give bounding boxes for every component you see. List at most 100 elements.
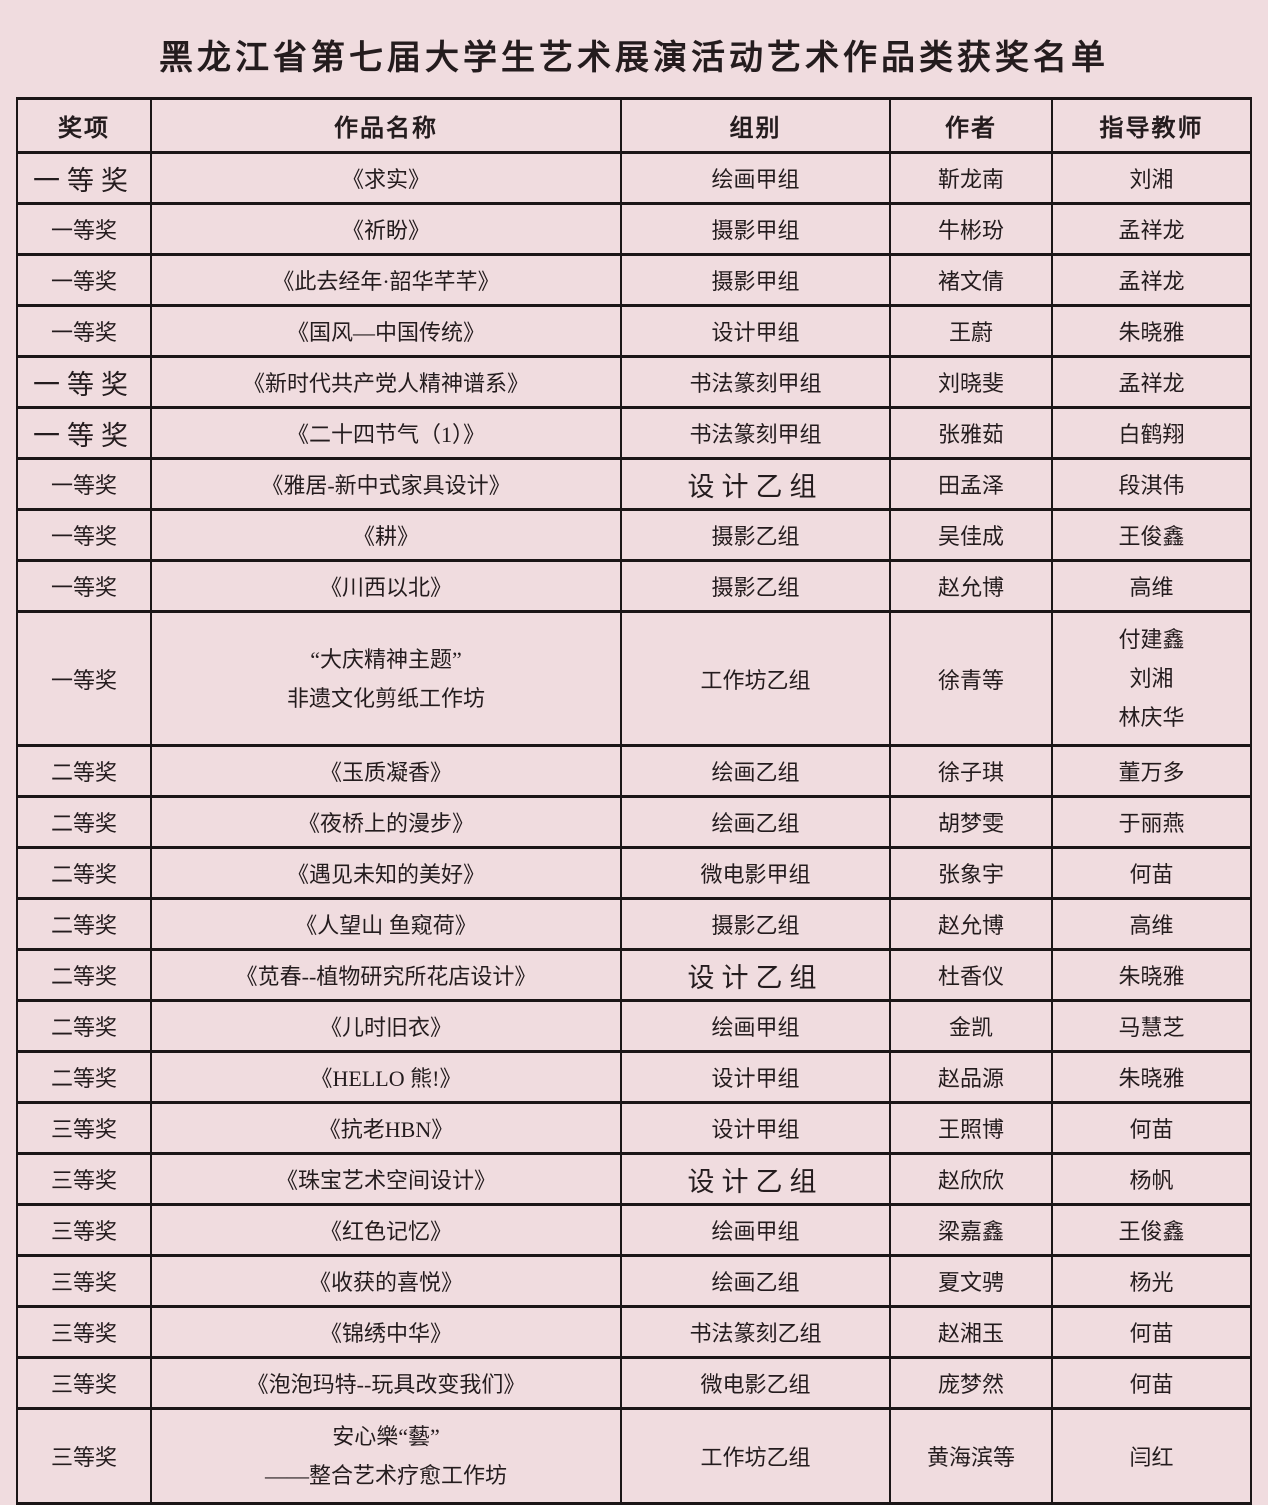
work-cell: 《红色记忆》 [150, 1203, 622, 1257]
table-row: 一等奖 《二十四节气（1）》 书法篆刻甲组 张雅茹 白鹤翔 [16, 406, 1252, 460]
award-table-body: 一等奖 《求实》 绘画甲组 靳龙南 刘湘 一等奖 《祈盼》 摄影甲组 牛彬玢 孟祥龙 一等奖 《此去经… [16, 151, 1252, 1505]
work-cell: 《雅居-新中式家具设计》 [150, 457, 622, 511]
award-cell: 一等奖 [16, 304, 152, 358]
column-header-3: 作者 [889, 97, 1053, 154]
award-cell: 二等奖 [16, 846, 152, 900]
column-header-0: 奖项 [16, 97, 152, 154]
teacher-cell: 马慧芝 [1051, 999, 1252, 1053]
award-cell: 一等奖 [16, 355, 152, 409]
column-header-4: 指导教师 [1051, 97, 1252, 154]
group-cell: 设计甲组 [620, 304, 891, 358]
table-row: 三等奖 《收获的喜悦》 绘画乙组 夏文骋 杨光 [16, 1254, 1252, 1308]
author-cell: 牛彬玢 [889, 202, 1053, 256]
author-cell: 刘晓斐 [889, 355, 1053, 409]
group-cell: 绘画甲组 [620, 151, 891, 205]
author-cell: 吴佳成 [889, 508, 1053, 562]
author-cell: 徐青等 [889, 610, 1053, 747]
work-cell: 《苋春--植物研究所花店设计》 [150, 948, 622, 1002]
group-cell: 摄影甲组 [620, 253, 891, 307]
award-table: 奖项 作品名称 组别 作者 指导教师 一等奖 《求实》 绘画甲组 靳龙南 刘湘 一等奖 《祈盼》 摄影… [16, 97, 1252, 1505]
work-cell: 《耕》 [150, 508, 622, 562]
work-cell: 《抗老HBN》 [150, 1101, 622, 1155]
work-cell: 《HELLO 熊!》 [150, 1050, 622, 1104]
author-cell: 庞梦然 [889, 1356, 1053, 1410]
group-cell: 设计乙组 [620, 1152, 891, 1206]
award-cell: 一等奖 [16, 406, 152, 460]
teacher-cell: 段淇伟 [1051, 457, 1252, 511]
teacher-cell: 王俊鑫 [1051, 508, 1252, 562]
author-cell: 赵欣欣 [889, 1152, 1053, 1206]
author-cell: 梁嘉鑫 [889, 1203, 1053, 1257]
group-cell: 微电影甲组 [620, 846, 891, 900]
work-cell: 安心樂“藝” ——整合艺术疗愈工作坊 [150, 1407, 622, 1505]
teacher-cell: 何苗 [1051, 846, 1252, 900]
teacher-cell: 白鹤翔 [1051, 406, 1252, 460]
author-cell: 张象宇 [889, 846, 1053, 900]
author-cell: 赵允博 [889, 559, 1053, 613]
group-cell: 摄影乙组 [620, 897, 891, 951]
group-cell: 设计甲组 [620, 1101, 891, 1155]
award-cell: 三等奖 [16, 1356, 152, 1410]
award-cell: 三等奖 [16, 1101, 152, 1155]
table-row: 二等奖 《儿时旧衣》 绘画甲组 金凯 马慧芝 [16, 999, 1252, 1053]
work-cell: 《遇见未知的美好》 [150, 846, 622, 900]
award-cell: 二等奖 [16, 744, 152, 798]
table-row: 一等奖 《耕》 摄影乙组 吴佳成 王俊鑫 [16, 508, 1252, 562]
group-cell: 工作坊乙组 [620, 610, 891, 747]
award-cell: 三等奖 [16, 1305, 152, 1359]
group-cell: 微电影乙组 [620, 1356, 891, 1410]
award-cell: 三等奖 [16, 1203, 152, 1257]
table-row: 三等奖 安心樂“藝” ——整合艺术疗愈工作坊 工作坊乙组 黄海滨等 闫红 [16, 1407, 1252, 1505]
teacher-cell: 付建鑫 刘湘 林庆华 [1051, 610, 1252, 747]
award-cell: 二等奖 [16, 897, 152, 951]
column-header-2: 组别 [620, 97, 891, 154]
table-row: 三等奖 《抗老HBN》 设计甲组 王照博 何苗 [16, 1101, 1252, 1155]
author-cell: 徐子琪 [889, 744, 1053, 798]
table-row: 一等奖 《国风—中国传统》 设计甲组 王蔚 朱晓雅 [16, 304, 1252, 358]
work-cell: 《锦绣中华》 [150, 1305, 622, 1359]
group-cell: 摄影甲组 [620, 202, 891, 256]
author-cell: 王蔚 [889, 304, 1053, 358]
group-cell: 书法篆刻甲组 [620, 355, 891, 409]
award-cell: 一等奖 [16, 457, 152, 511]
table-row: 一等奖 《此去经年·韶华芊芊》 摄影甲组 褚文倩 孟祥龙 [16, 253, 1252, 307]
header-row: 奖项 作品名称 组别 作者 指导教师 [16, 97, 1252, 154]
table-row: 二等奖 《遇见未知的美好》 微电影甲组 张象宇 何苗 [16, 846, 1252, 900]
group-cell: 绘画乙组 [620, 795, 891, 849]
author-cell: 张雅茹 [889, 406, 1053, 460]
group-cell: 绘画乙组 [620, 1254, 891, 1308]
work-cell: 《川西以北》 [150, 559, 622, 613]
work-cell: 《二十四节气（1）》 [150, 406, 622, 460]
page-title: 黑龙江省第七届大学生艺术展演活动艺术作品类获奖名单 [159, 40, 1109, 77]
author-cell: 褚文倩 [889, 253, 1053, 307]
work-cell: 《求实》 [150, 151, 622, 205]
author-cell: 黄海滨等 [889, 1407, 1053, 1505]
table-row: 一等奖 《新时代共产党人精神谱系》 书法篆刻甲组 刘晓斐 孟祥龙 [16, 355, 1252, 409]
award-cell: 一等奖 [16, 610, 152, 747]
group-cell: 书法篆刻甲组 [620, 406, 891, 460]
teacher-cell: 于丽燕 [1051, 795, 1252, 849]
group-cell: 绘画甲组 [620, 1203, 891, 1257]
group-cell: 设计乙组 [620, 948, 891, 1002]
award-cell: 三等奖 [16, 1152, 152, 1206]
award-cell: 二等奖 [16, 948, 152, 1002]
table-row: 一等奖 《求实》 绘画甲组 靳龙南 刘湘 [16, 151, 1252, 205]
teacher-cell: 刘湘 [1051, 151, 1252, 205]
award-cell: 二等奖 [16, 1050, 152, 1104]
work-cell: 《祈盼》 [150, 202, 622, 256]
teacher-cell: 何苗 [1051, 1101, 1252, 1155]
group-cell: 工作坊乙组 [620, 1407, 891, 1505]
teacher-cell: 朱晓雅 [1051, 948, 1252, 1002]
table-row: 一等奖 《祈盼》 摄影甲组 牛彬玢 孟祥龙 [16, 202, 1252, 256]
teacher-cell: 杨帆 [1051, 1152, 1252, 1206]
teacher-cell: 孟祥龙 [1051, 253, 1252, 307]
table-row: 一等奖 《川西以北》 摄影乙组 赵允博 高维 [16, 559, 1252, 613]
work-cell: 《人望山 鱼窥荷》 [150, 897, 622, 951]
award-cell: 二等奖 [16, 999, 152, 1053]
award-cell: 一等奖 [16, 508, 152, 562]
group-cell: 摄影乙组 [620, 508, 891, 562]
teacher-cell: 何苗 [1051, 1356, 1252, 1410]
work-cell: 《此去经年·韶华芊芊》 [150, 253, 622, 307]
award-cell: 三等奖 [16, 1407, 152, 1505]
work-cell: 《夜桥上的漫步》 [150, 795, 622, 849]
